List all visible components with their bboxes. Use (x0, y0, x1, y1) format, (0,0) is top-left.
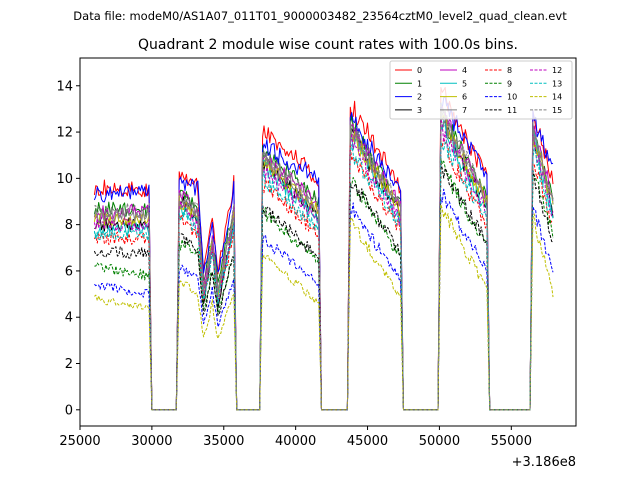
x-tick-label: 50000 (419, 434, 460, 449)
legend-label-7: 7 (462, 106, 467, 115)
x-axis-offset-label: +3.186e8 (512, 455, 576, 470)
legend-label-15: 15 (552, 106, 562, 115)
y-tick-label: 6 (65, 264, 73, 279)
x-tick-label: 35000 (203, 434, 244, 449)
legend-label-3: 3 (417, 106, 422, 115)
x-axis: 25000 30000 35000 40000 45000 50000 55000 (59, 426, 532, 449)
legend-label-6: 6 (462, 93, 467, 102)
legend-frame (389, 60, 573, 120)
legend-label-9: 9 (507, 79, 512, 88)
y-tick-label: 4 (65, 311, 73, 326)
x-tick-label: 55000 (491, 434, 532, 449)
legend-label-13: 13 (552, 79, 562, 88)
legend-label-12: 12 (552, 66, 562, 75)
chart-title: Quadrant 2 module wise count rates with … (138, 37, 518, 53)
legend-label-2: 2 (417, 93, 422, 102)
figure-suptitle: Data file: modeM0/AS1A07_011T01_90000034… (73, 9, 567, 23)
legend-label-5: 5 (462, 79, 467, 88)
legend-label-14: 14 (552, 93, 562, 102)
y-tick-label: 10 (56, 172, 73, 187)
legend-label-4: 4 (462, 66, 467, 75)
x-tick-label: 30000 (131, 434, 172, 449)
y-tick-label: 8 (65, 218, 73, 233)
x-tick-label: 25000 (59, 434, 100, 449)
legend-label-0: 0 (417, 66, 422, 75)
y-tick-label: 14 (56, 79, 73, 94)
legend-label-11: 11 (507, 106, 517, 115)
legend-label-1: 1 (417, 79, 422, 88)
legend-label-10: 10 (507, 93, 517, 102)
y-tick-label: 12 (56, 126, 73, 141)
y-tick-label: 0 (65, 403, 73, 418)
series-lines (93, 87, 554, 411)
x-tick-label: 45000 (347, 434, 388, 449)
y-axis: 0 2 4 6 8 10 12 14 (56, 79, 80, 418)
legend-label-8: 8 (507, 66, 512, 75)
plot-frame (79, 57, 577, 427)
y-tick-label: 2 (65, 357, 73, 372)
x-tick-label: 40000 (275, 434, 316, 449)
series-line-15 (94, 102, 554, 411)
